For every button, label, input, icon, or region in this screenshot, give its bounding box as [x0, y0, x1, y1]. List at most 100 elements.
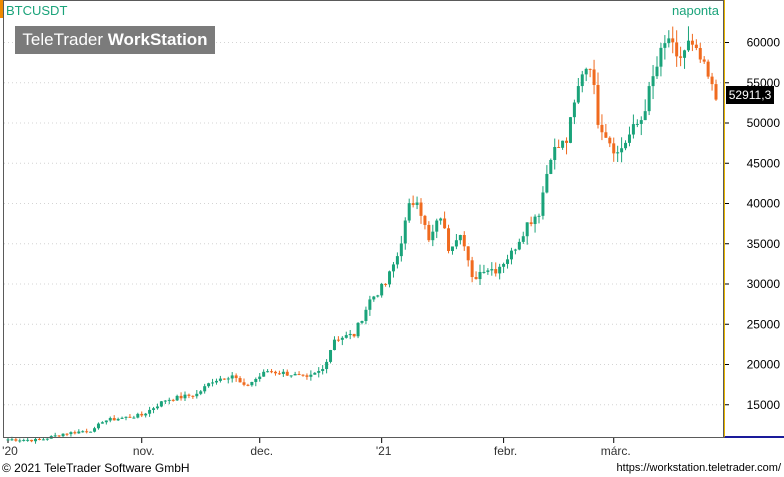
candle-down: [675, 42, 679, 57]
candle-up: [132, 417, 136, 419]
y-tick-label: 40000: [747, 197, 781, 211]
candle-up: [533, 216, 537, 225]
candle-up: [6, 439, 10, 441]
last-price-badge: 52911,3: [726, 86, 774, 104]
candle-up: [513, 249, 517, 251]
candle-down: [301, 374, 305, 376]
y-tick-label: 60000: [747, 36, 781, 50]
candle-down: [222, 378, 226, 380]
candle-up: [545, 173, 549, 193]
candle-up: [254, 379, 258, 382]
y-tick-label: 30000: [747, 277, 781, 291]
candle-up: [391, 264, 395, 272]
candle-up: [348, 333, 352, 336]
candle-down: [171, 399, 175, 401]
candle-up: [407, 203, 411, 221]
candle-up: [100, 422, 104, 424]
candle-up: [627, 134, 631, 143]
candle-down: [427, 224, 431, 241]
candle-down: [714, 84, 718, 100]
x-tick-label: '21: [376, 444, 392, 458]
watermark-light-text: TeleTrader: [22, 30, 108, 49]
candle-up: [624, 142, 628, 149]
candle-down: [14, 439, 18, 441]
y-tick-label: 45000: [747, 156, 781, 170]
candle-up: [89, 431, 93, 433]
candle-up: [104, 420, 108, 423]
candle-up: [450, 246, 454, 251]
candle-up: [159, 401, 163, 407]
candle-down: [285, 371, 289, 376]
candle-up: [53, 435, 57, 437]
candle-up: [230, 375, 234, 379]
candle-up: [439, 218, 443, 221]
candle-up: [77, 431, 81, 434]
candle-down: [470, 260, 474, 278]
candle-down: [234, 375, 238, 379]
candle-up: [517, 241, 521, 250]
candle-down: [419, 202, 423, 216]
candle-down: [710, 76, 714, 85]
candle-up: [509, 250, 513, 260]
candle-up: [372, 296, 376, 300]
candle-up: [663, 43, 667, 48]
candle-up: [136, 413, 140, 418]
candle-down: [187, 394, 191, 396]
candle-down: [411, 203, 415, 205]
teletrader-watermark: TeleTrader WorkStation: [15, 26, 215, 54]
candle-down: [246, 384, 250, 386]
candle-up: [203, 386, 207, 392]
candle-up: [317, 370, 321, 373]
candle-down: [474, 277, 478, 280]
candle-up: [580, 74, 584, 87]
candle-up: [525, 222, 529, 237]
candle-down: [179, 395, 183, 399]
candle-down: [128, 416, 132, 418]
candle-up: [553, 147, 557, 160]
candle-down: [702, 59, 706, 62]
candle-up: [214, 380, 218, 383]
candle-up: [651, 76, 655, 87]
period-label[interactable]: naponta: [672, 3, 719, 18]
candle-up: [486, 270, 490, 272]
x-tick-label: '20: [2, 444, 18, 458]
candle-up: [199, 391, 203, 394]
candle-up: [356, 322, 360, 337]
candle-down: [557, 147, 561, 149]
y-tick-label: 20000: [747, 358, 781, 372]
y-tick-label: 25000: [747, 317, 781, 331]
source-url[interactable]: https://workstation.teletrader.com/: [616, 462, 781, 474]
candle-down: [273, 371, 277, 374]
price-axis[interactable]: [724, 0, 784, 438]
candle-up: [506, 259, 510, 264]
candle-up: [26, 439, 30, 441]
candle-up: [568, 117, 572, 143]
y-tick-label: 50000: [747, 116, 781, 130]
candle-up: [639, 120, 643, 124]
candle-down: [466, 246, 470, 261]
candle-down: [270, 371, 274, 373]
candle-up: [120, 417, 124, 419]
candle-up: [458, 235, 462, 241]
candle-up: [399, 243, 403, 257]
candle-down: [698, 48, 702, 60]
candle-up: [309, 374, 313, 377]
candle-up: [631, 124, 635, 135]
candle-up: [313, 372, 317, 375]
candle-up: [395, 256, 399, 265]
candle-up: [376, 295, 380, 297]
candle-down: [690, 40, 694, 45]
candle-up: [686, 40, 690, 51]
candle-up: [22, 439, 26, 441]
watermark-bold-text: WorkStation: [107, 30, 208, 49]
candle-down: [565, 140, 569, 143]
candle-down: [384, 283, 388, 285]
candle-up: [262, 371, 266, 377]
candle-down: [608, 137, 612, 144]
x-tick-label: febr.: [494, 444, 517, 458]
symbol-label[interactable]: BTCUSDT: [6, 3, 68, 18]
plot-area-border: [3, 0, 724, 438]
candle-up: [325, 361, 329, 370]
candle-down: [30, 439, 34, 442]
